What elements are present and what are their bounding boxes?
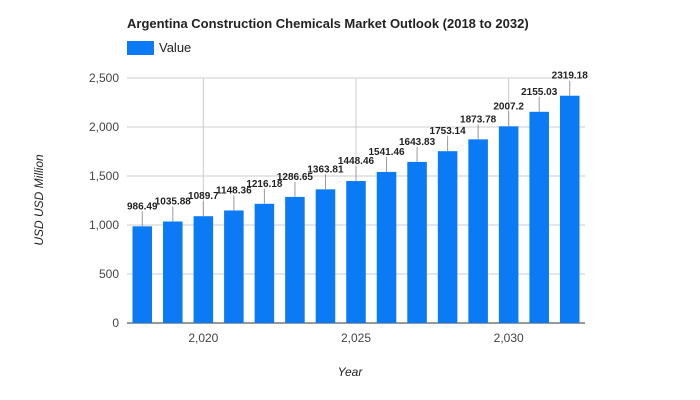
bars	[132, 95, 580, 323]
bar[interactable]	[437, 151, 458, 323]
bar[interactable]	[346, 181, 366, 323]
bar[interactable]	[132, 226, 153, 323]
data-labels: 986.491035.881089.71148.361216.181286.65…	[127, 71, 588, 227]
bar[interactable]	[407, 161, 427, 323]
legend-swatch	[127, 40, 154, 55]
y-tick-label: 500	[99, 267, 119, 281]
bar[interactable]	[498, 126, 519, 323]
data-label: 1216.18	[246, 179, 283, 190]
data-label: 1448.46	[338, 156, 375, 167]
data-label: 2155.03	[521, 87, 558, 98]
data-label: 2007.2	[493, 101, 524, 112]
data-label: 1148.36	[216, 185, 252, 196]
bar[interactable]	[285, 196, 305, 323]
data-label: 1286.65	[277, 172, 314, 183]
data-label: 1363.81	[307, 164, 344, 175]
y-tick-label: 0	[112, 316, 119, 330]
legend[interactable]: Value	[127, 40, 191, 55]
bar[interactable]	[376, 171, 397, 323]
x-axis-title: Year	[338, 365, 364, 379]
y-tick-label: 2,000	[89, 120, 119, 134]
axes: 0 500 1,000 1,500 2,000 2,500 2,020 2,025 2,030	[89, 71, 524, 345]
y-tick-label: 1,500	[89, 169, 119, 183]
bar[interactable]	[254, 203, 275, 323]
bar[interactable]	[224, 210, 244, 323]
legend-label: Value	[159, 40, 192, 55]
data-label: 986.49	[127, 201, 158, 212]
data-label: 1643.83	[399, 137, 436, 148]
chart-title: Argentina Construction Chemicals Market …	[127, 16, 529, 31]
bar[interactable]	[315, 189, 336, 323]
data-label: 1035.88	[155, 196, 192, 207]
y-tick-label: 1,000	[89, 218, 119, 232]
data-label: 2319.18	[552, 71, 589, 82]
bar[interactable]	[529, 111, 549, 323]
y-tick-label: 2,500	[89, 71, 119, 85]
y-axis-title: USD USD Million	[32, 154, 46, 246]
bar[interactable]	[163, 221, 183, 323]
data-label: 1753.14	[430, 126, 467, 137]
bar[interactable]	[193, 216, 214, 323]
x-tick-label: 2,025	[341, 331, 371, 345]
bar[interactable]	[559, 95, 580, 323]
x-tick-label: 2,020	[188, 331, 218, 345]
bar[interactable]	[468, 139, 488, 323]
data-label: 1541.46	[368, 147, 405, 158]
x-tick-label: 2,030	[494, 331, 524, 345]
data-label: 1089.7	[188, 191, 219, 202]
data-label: 1873.78	[460, 114, 497, 125]
